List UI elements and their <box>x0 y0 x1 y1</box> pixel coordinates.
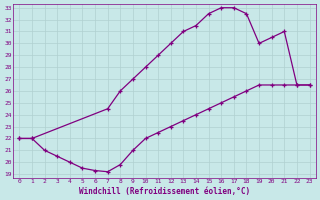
X-axis label: Windchill (Refroidissement éolien,°C): Windchill (Refroidissement éolien,°C) <box>79 187 250 196</box>
